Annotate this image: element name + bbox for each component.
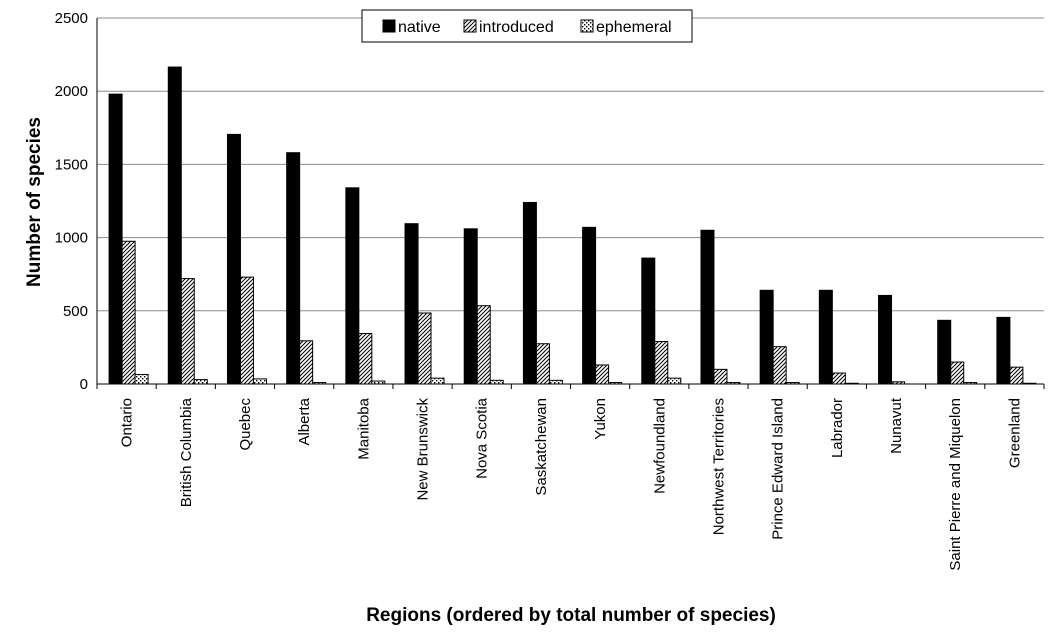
legend-swatch-ephemeral [580, 19, 594, 33]
x-axis-title: Regions (ordered by total number of spec… [366, 605, 776, 626]
x-tick-label: New Brunswick [415, 398, 432, 501]
y-tick-label: 0 [80, 376, 88, 393]
bar-native [108, 93, 123, 385]
y-tick-label: 2000 [55, 83, 88, 100]
x-tick-label: Greenland [1006, 398, 1023, 468]
legend-swatch-native [382, 19, 396, 33]
y-tick-label: 1000 [55, 230, 88, 247]
bar-ephemeral [134, 373, 149, 385]
x-tick-label: Nova Scotia [474, 397, 491, 479]
bar-native [700, 229, 715, 385]
x-tick-label: Yukon [592, 398, 609, 440]
x-tick-label: Saint Pierre and Miquelon [947, 398, 964, 571]
bar-introduced [713, 368, 728, 385]
bar-ephemeral [252, 378, 267, 385]
bar-native [582, 226, 597, 385]
y-tick-label: 500 [63, 303, 88, 320]
bar-introduced [417, 312, 432, 385]
legend-frame [361, 9, 693, 43]
legend: native introduced ephemeral [361, 9, 693, 43]
x-tick-label: Labrador [829, 398, 846, 458]
x-tick-label: Ontario [119, 398, 136, 447]
bar-introduced [180, 278, 195, 385]
bar-introduced [358, 332, 373, 385]
bar-native [463, 228, 478, 385]
y-tick-labels: 0 500 1000 1500 2000 2500 [55, 10, 88, 393]
x-tick-label: Prince Edward Island [770, 398, 787, 540]
y-tick-label: 2500 [55, 10, 88, 27]
bar-native [404, 223, 419, 385]
x-tick-label: Saskatchewan [533, 398, 550, 496]
x-tick-label: Newfoundland [651, 398, 668, 494]
bar-native [167, 66, 182, 385]
x-tick-label: Nunavut [888, 397, 905, 454]
bar-native [286, 152, 301, 385]
bar-ephemeral [193, 379, 208, 385]
bar-introduced [239, 276, 254, 385]
bar-introduced [299, 340, 314, 385]
x-tick-labels: Ontario British Columbia Quebec Alberta Mani… [119, 397, 1024, 570]
bar-introduced [595, 364, 610, 385]
legend-label-native: native [398, 19, 441, 36]
bars [108, 66, 1037, 385]
bar-introduced [950, 361, 965, 385]
bar-ephemeral [548, 379, 563, 385]
legend-swatch-introduced [463, 19, 477, 33]
y-tick-label: 1500 [55, 156, 88, 173]
bar-introduced [1009, 366, 1024, 385]
bar-native [937, 319, 952, 385]
bar-introduced [476, 305, 491, 385]
bar-introduced [654, 341, 669, 385]
bar-native [818, 289, 833, 385]
x-tick-label: Quebec [237, 398, 254, 451]
legend-label-introduced: introduced [479, 19, 554, 36]
bar-introduced [831, 372, 846, 385]
bar-native [878, 294, 893, 385]
bar-native [996, 316, 1011, 385]
legend-label-ephemeral: ephemeral [596, 19, 672, 36]
x-tick-label: Northwest Territories [710, 398, 727, 535]
bar-introduced [772, 346, 787, 385]
bar-ephemeral [430, 377, 445, 385]
bar-native [226, 133, 241, 385]
bar-native [641, 257, 656, 385]
y-axis-title: Number of species [24, 117, 45, 287]
x-tick-label: Manitoba [355, 397, 372, 459]
bar-native [759, 289, 774, 385]
bar-ephemeral [667, 377, 682, 385]
x-tick-label: British Columbia [178, 397, 195, 507]
x-tick-label: Alberta [296, 397, 313, 445]
bar-introduced [121, 240, 136, 385]
axes [96, 18, 1045, 389]
bar-ephemeral [489, 379, 504, 385]
bar-native [522, 201, 537, 385]
bar-introduced [535, 343, 550, 385]
bar-native [345, 187, 360, 385]
